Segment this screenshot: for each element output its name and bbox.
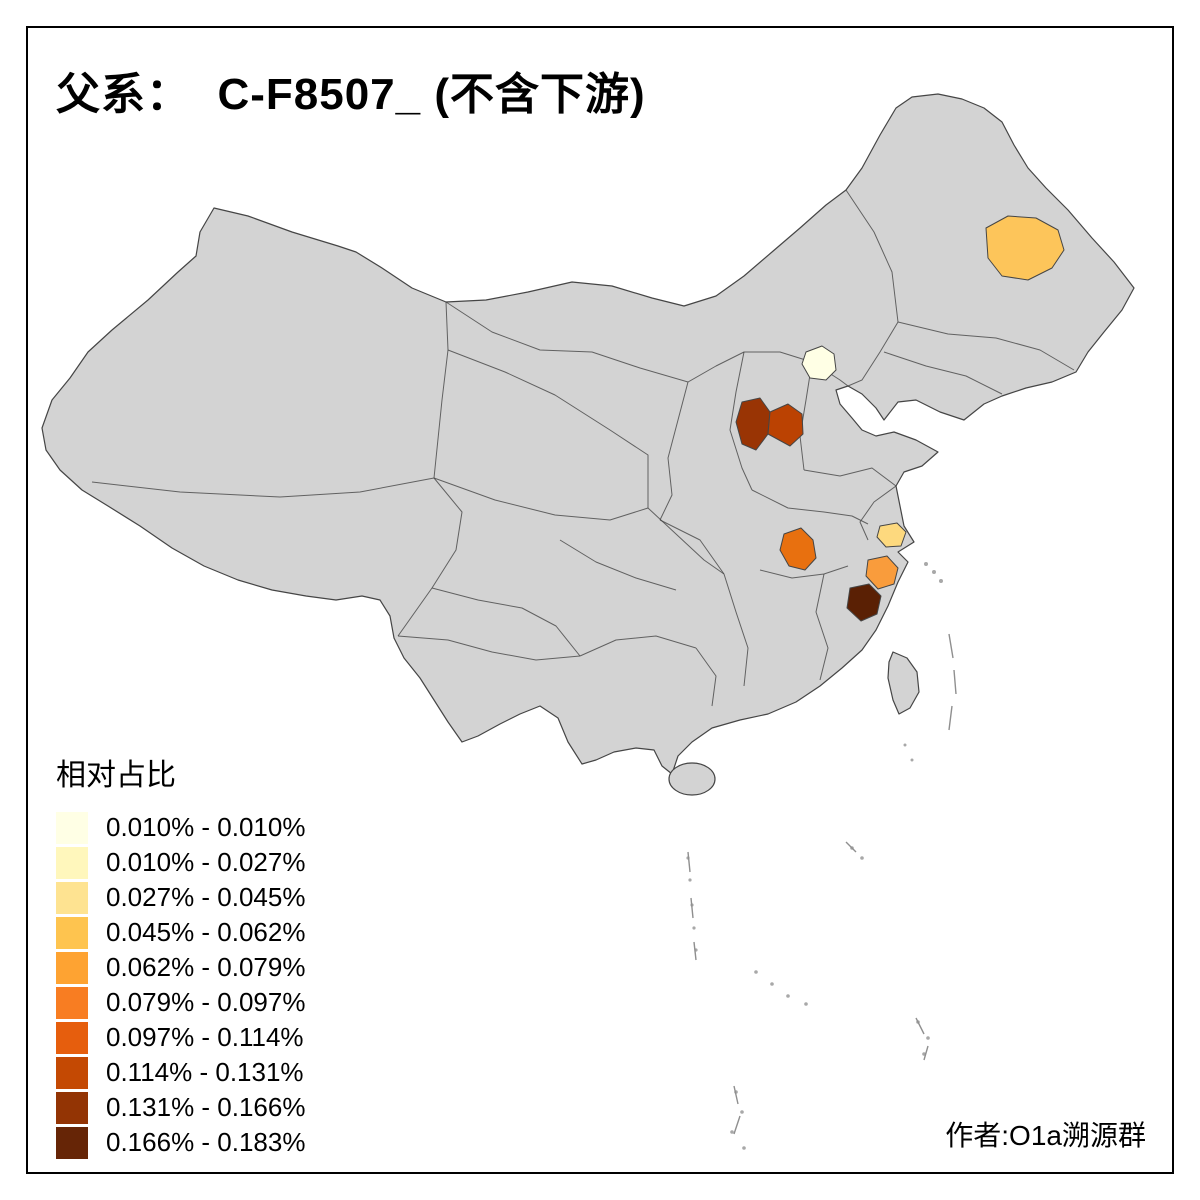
maritime-dash-marks (687, 633, 957, 1135)
legend-label: 0.045% - 0.062% (106, 917, 306, 947)
legend-swatch (56, 1056, 88, 1089)
legend-swatch (56, 1126, 88, 1159)
legend-item: 0.027% - 0.045% (56, 880, 305, 915)
legend-item: 0.062% - 0.079% (56, 950, 305, 985)
legend-label: 0.062% - 0.079% (106, 952, 306, 982)
legend-swatch (56, 881, 88, 914)
region-beijing (801, 345, 837, 381)
hainan-island (668, 762, 716, 796)
legend-label: 0.131% - 0.166% (106, 1092, 306, 1122)
legend-item: 0.097% - 0.114% (56, 1020, 305, 1055)
legend-label: 0.097% - 0.114% (106, 1022, 304, 1052)
legend-label: 0.027% - 0.045% (106, 882, 306, 912)
legend-label: 0.166% - 0.183% (106, 1127, 306, 1157)
legend-label: 0.079% - 0.097% (106, 987, 306, 1017)
region-zhejiang-south (846, 583, 882, 622)
legend-swatch (56, 951, 88, 984)
region-shanghai-south-jiangsu (876, 522, 907, 548)
author-credit: 作者:O1a溯源群 (945, 1120, 1146, 1151)
legend-item: 0.045% - 0.062% (56, 915, 305, 950)
taiwan-island (887, 651, 920, 715)
legend-swatch (56, 846, 88, 879)
legend: 相对占比 0.010% - 0.010% 0.010% - 0.027% 0.0… (56, 750, 305, 1160)
legend-item: 0.166% - 0.183% (56, 1125, 305, 1160)
legend-swatch (56, 986, 88, 1019)
legend-item: 0.010% - 0.010% (56, 810, 305, 845)
legend-item: 0.114% - 0.131% (56, 1055, 305, 1090)
region-shanxi-central (735, 397, 771, 451)
legend-swatch (56, 1021, 88, 1054)
china-mainland (41, 93, 1135, 775)
region-shanxi-east (767, 403, 804, 447)
legend-item: 0.010% - 0.027% (56, 845, 305, 880)
region-heilongjiang-west (985, 215, 1065, 281)
south-china-sea-islets (686, 846, 930, 1150)
legend-item: 0.131% - 0.166% (56, 1090, 305, 1125)
province-borders (91, 189, 1075, 707)
legend-swatch (56, 811, 88, 844)
legend-label: 0.114% - 0.131% (106, 1057, 304, 1087)
legend-swatch (56, 916, 88, 949)
highlighted-regions (735, 215, 1065, 622)
legend-item: 0.079% - 0.097% (56, 985, 305, 1020)
legend-title: 相对占比 (56, 759, 176, 792)
coastal-islets (903, 562, 943, 762)
legend-label: 0.010% - 0.027% (106, 847, 306, 877)
region-zhejiang-north (865, 555, 899, 590)
page-title: 父系： C-F8507_ (不含下游) (56, 70, 646, 119)
region-hubei-east (779, 527, 817, 571)
legend-label: 0.010% - 0.010% (106, 812, 306, 842)
legend-swatch (56, 1091, 88, 1124)
